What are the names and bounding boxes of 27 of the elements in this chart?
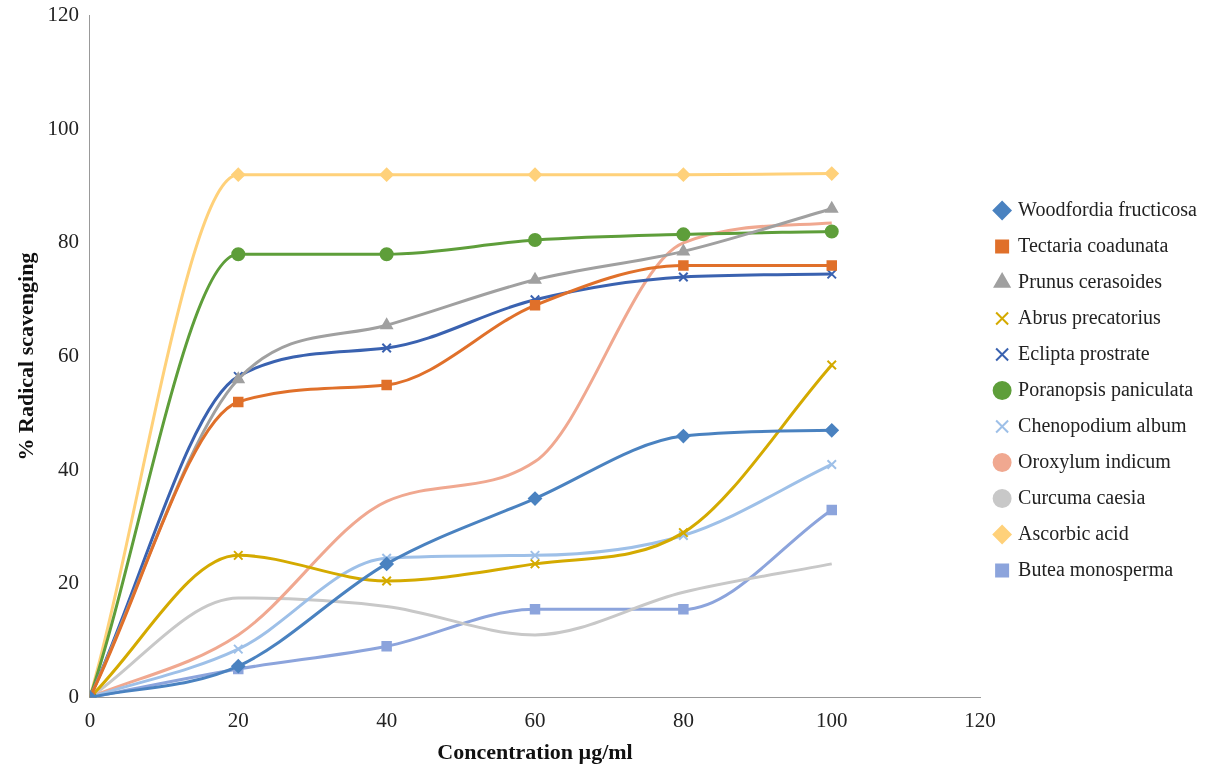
- y-tick-label: 60: [57, 343, 79, 368]
- x-tick-label: 120: [964, 707, 996, 732]
- legend-label: Ascorbic acid: [1018, 521, 1129, 544]
- legend-label: Curcuma caesia: [1018, 485, 1146, 508]
- legend-label: Chenopodium album: [1018, 413, 1187, 437]
- y-tick-label: 120: [47, 2, 79, 27]
- legend-label: Woodfordia fructicosa: [1018, 197, 1198, 220]
- x-axis-title: Concentration µg/ml: [437, 739, 633, 765]
- x-tick-label: 20: [227, 707, 249, 732]
- y-tick-label: 20: [57, 570, 79, 595]
- legend-label: Butea monosperma: [1018, 557, 1174, 581]
- y-axis-title: % Radical scavenging: [12, 252, 38, 461]
- x-tick-label: 80: [672, 707, 694, 732]
- x-tick-label: 40: [376, 707, 398, 732]
- legend-label: Eclipta prostrate: [1018, 341, 1150, 365]
- y-tick-label: 40: [57, 456, 79, 481]
- legend-label: Tectaria coadunata: [1018, 233, 1169, 256]
- x-tick-label: 100: [816, 707, 848, 732]
- legend-label: Prunus cerasoides: [1018, 269, 1163, 292]
- x-tick-label: 0: [84, 707, 96, 732]
- legend-label: Abrus precatorius: [1018, 305, 1162, 329]
- legend-label: Oroxylum indicum: [1018, 449, 1172, 473]
- y-tick-label: 80: [57, 229, 79, 254]
- y-tick-label: 100: [47, 115, 79, 140]
- legend-label: Poranopsis paniculata: [1018, 377, 1194, 401]
- x-tick-label: 60: [524, 707, 546, 732]
- y-tick-label: 0: [68, 683, 79, 708]
